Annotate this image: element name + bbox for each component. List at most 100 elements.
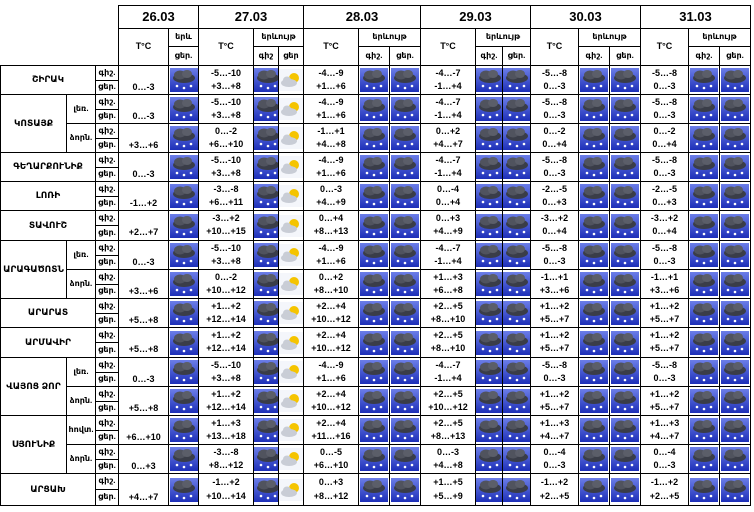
snow — [585, 171, 589, 175]
date-header: 29.03 — [420, 5, 531, 29]
snow — [508, 142, 512, 146]
snow — [396, 288, 400, 292]
cloud — [733, 99, 743, 107]
temperature: +3…+8 — [211, 109, 241, 120]
cloud — [488, 479, 498, 488]
temp-cell: -5…-10 +3…+8 — [198, 152, 254, 182]
cloud — [515, 245, 525, 253]
icon-cell — [609, 327, 641, 358]
cloud — [372, 362, 382, 370]
snow — [695, 494, 699, 497]
cloud — [181, 186, 192, 194]
snow — [592, 290, 596, 294]
snow — [740, 317, 744, 321]
temperature: 0…+4 — [435, 196, 461, 207]
snow — [623, 115, 627, 119]
snow — [616, 171, 620, 175]
icon-cell — [609, 473, 641, 506]
temp-cell: -3…+2 0…+4 — [640, 210, 689, 241]
weather-icon — [721, 447, 749, 471]
temperature: +5…+9 — [433, 491, 463, 501]
snow — [599, 171, 603, 175]
icon-header: ցեր. — [609, 46, 641, 66]
snow — [599, 376, 603, 380]
icon-cell — [688, 123, 720, 153]
temperature: +8…+10 — [430, 313, 466, 324]
icon-cell — [358, 357, 390, 387]
cloud — [372, 449, 382, 457]
snow — [616, 405, 620, 409]
snow — [733, 86, 737, 90]
icon-cell — [475, 357, 503, 387]
snow — [740, 200, 744, 204]
temperature: 0…-3 — [132, 373, 155, 384]
weather-icon — [169, 330, 198, 355]
icon-cell — [168, 386, 199, 416]
icon-cell — [609, 298, 641, 328]
icon-cell — [502, 444, 531, 474]
icon-cell — [719, 210, 751, 241]
icon-cell — [389, 473, 421, 506]
snow — [266, 173, 270, 177]
icon-cell — [278, 210, 304, 241]
weather-icon — [476, 243, 502, 267]
temp-cell: 0…+4 +8…+13 — [303, 210, 359, 241]
cloud — [181, 479, 192, 488]
temperature: +2…+5 — [433, 330, 463, 340]
snow — [592, 378, 596, 382]
snow — [403, 436, 407, 440]
snow — [616, 494, 620, 497]
cloud — [283, 105, 291, 113]
snow — [273, 171, 277, 175]
snow — [726, 113, 730, 117]
snow — [396, 317, 400, 321]
weather-icon — [476, 330, 502, 355]
cloud — [372, 186, 382, 194]
icon-cell — [578, 152, 610, 182]
cloud — [702, 186, 712, 194]
weather-icon — [279, 478, 303, 501]
row-label: ցեր. — [95, 312, 119, 328]
temperature: +5…+7 — [539, 313, 570, 324]
snow — [266, 115, 270, 119]
snow — [189, 463, 192, 467]
snow — [396, 200, 400, 204]
cloud — [702, 449, 712, 457]
temperature: 0…-3 — [653, 372, 676, 383]
weather-icon — [503, 301, 530, 325]
snow — [365, 200, 369, 204]
snow — [702, 290, 706, 294]
snow — [410, 376, 414, 380]
snow — [740, 434, 744, 438]
row-label: ցեր. — [95, 254, 119, 270]
cloud — [403, 186, 413, 194]
icon-cell — [578, 269, 610, 299]
snow — [733, 202, 737, 206]
weather-icon — [503, 243, 530, 267]
region-name: ՎԱՅՈՑ ՁՈՐ — [0, 357, 67, 416]
snow — [515, 436, 519, 440]
snow — [616, 463, 620, 467]
snow — [379, 171, 383, 175]
temperature: +4…+9 — [433, 226, 463, 236]
temperature: +1…+3 — [649, 418, 680, 428]
region-name: ԱՐՑԱԽ — [0, 473, 96, 506]
snow — [266, 290, 270, 294]
cloud — [592, 420, 602, 428]
cloud — [372, 157, 382, 165]
temp-cell: +2…+5 +8…+10 — [420, 298, 476, 328]
snow — [508, 494, 512, 497]
region-name: ԱՐԱՐԱՏ — [0, 298, 96, 328]
weather-icon — [721, 155, 749, 179]
icon-cell — [609, 386, 641, 416]
snow — [495, 347, 499, 350]
temp-cell: +3…+6 — [118, 123, 169, 153]
weather-icon — [690, 97, 718, 121]
icon-header: գիշ. — [475, 46, 503, 66]
cloud — [283, 486, 291, 493]
temp-cell: +5…+8 — [118, 327, 169, 358]
row-label: գիշ. — [95, 357, 119, 373]
zone-label: լեռ. — [66, 240, 96, 270]
snow — [481, 376, 485, 380]
icon-cell — [475, 415, 503, 445]
